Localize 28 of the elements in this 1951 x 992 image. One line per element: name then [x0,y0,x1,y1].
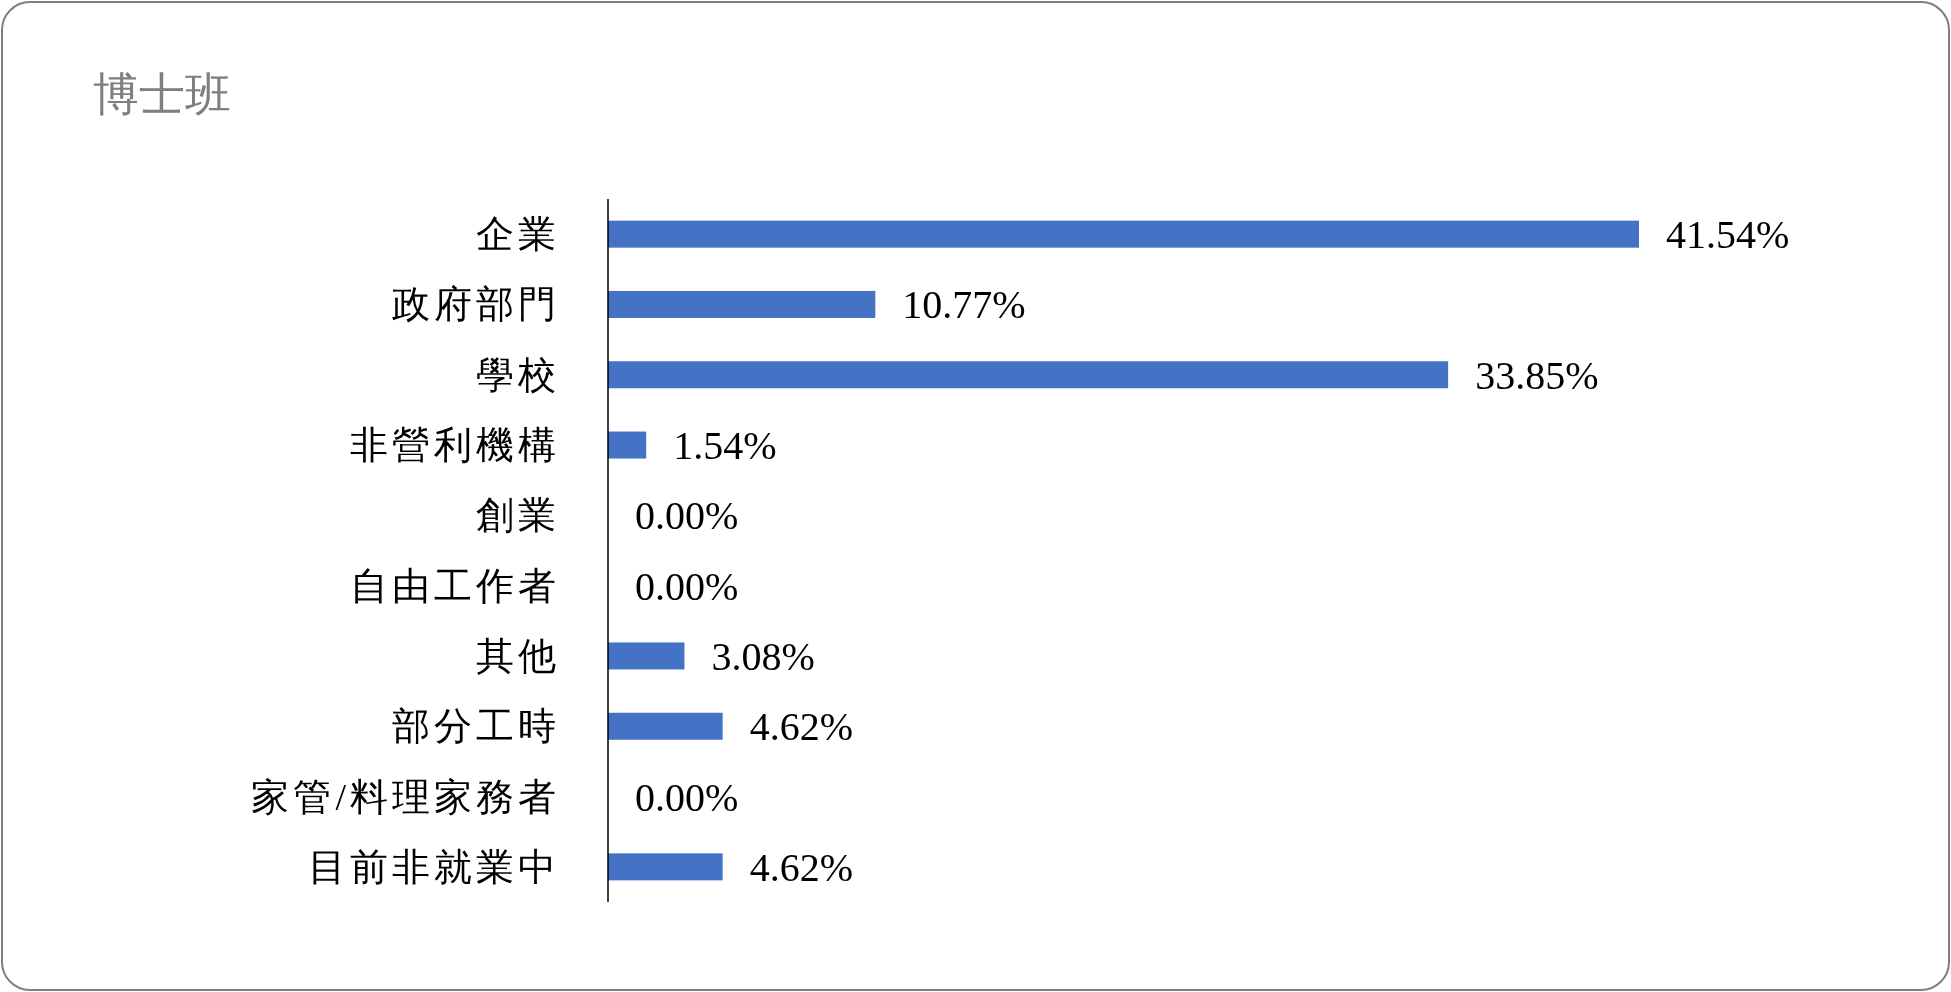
y-tick-label: 非營利機構 [350,424,560,467]
data-label: 0.00% [635,493,739,539]
y-tick-label: 家管/料理家務者 [251,775,560,818]
bar [608,431,647,459]
y-tick-label: 目前非就業中 [308,845,560,888]
data-label: 0.00% [635,563,739,609]
y-tick-label: 學校 [476,353,560,396]
data-label: 4.62% [749,844,853,890]
y-tick-label: 自由工作者 [350,564,560,607]
bar [608,290,876,318]
y-tick-label: 企業 [476,213,560,256]
bar [608,361,1449,389]
data-label: 4.62% [749,704,853,750]
y-tick-label: 政府部門 [392,283,560,326]
data-label: 10.77% [902,282,1026,328]
y-tick-label: 創業 [476,494,560,537]
bar [608,642,685,670]
data-label: 3.08% [711,633,815,679]
data-label: 1.54% [673,423,777,469]
data-label: 33.85% [1475,352,1599,398]
bar [608,220,1639,248]
bar [608,853,723,881]
y-tick-label: 其他 [476,634,560,677]
y-tick-label: 部分工時 [392,705,560,748]
bar [608,712,723,740]
text: 博士班 [93,69,231,120]
data-label: 41.54% [1666,212,1790,258]
data-label: 0.00% [635,774,739,820]
